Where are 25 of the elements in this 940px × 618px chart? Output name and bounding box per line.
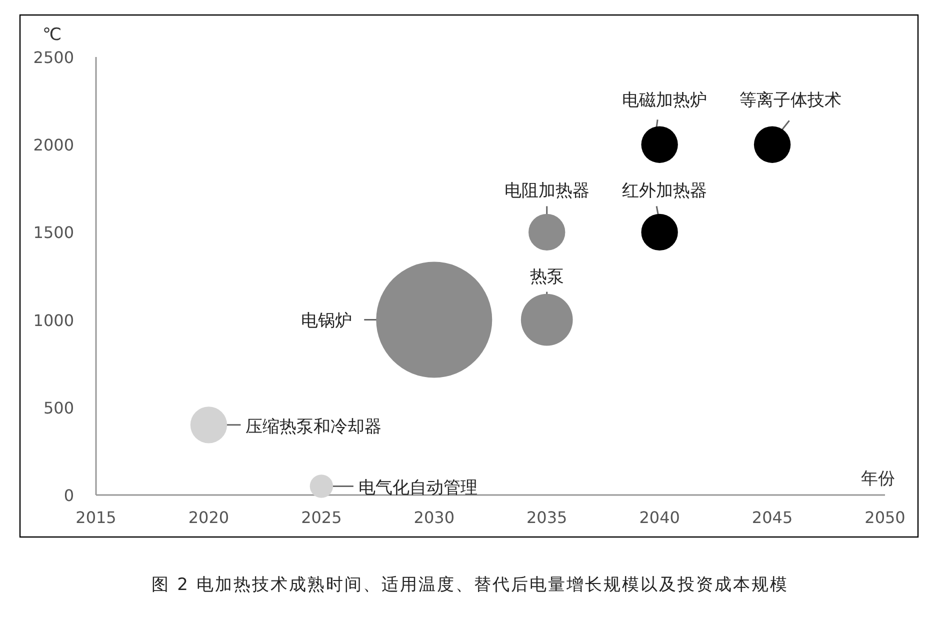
x-tick-label: 2020 [188,508,230,527]
x-tick-label: 2025 [301,508,342,527]
caption: 图 2 电加热技术成熟时间、适用温度、替代后电量增长规模以及投资成本规模 [152,575,788,595]
annotation: 电气化自动管理 [358,478,478,498]
x-tick-label: 2045 [752,508,793,527]
y-tick-label: 1500 [33,223,74,242]
annotation: 压缩热泵和冷却器 [246,416,382,437]
annotation: 热泵 [530,266,564,287]
x-axis-title: 年份 [861,469,895,489]
y-tick-label: 1000 [33,310,74,330]
x-tick-label: 2035 [526,508,568,527]
y-axis-title: ℃ [42,25,62,45]
annotation: 电磁加热炉 [622,90,708,111]
annotation: 电阻加热器 [504,181,590,202]
annotation: 电锅炉 [301,310,352,331]
x-tick-label: 2050 [864,508,906,527]
x-tick-label: 2040 [639,508,680,527]
annotation: 等离子体技术 [739,90,842,111]
y-tick-label: 0 [64,486,74,505]
annotation: 红外加热器 [622,181,708,202]
y-tick-label: 2500 [33,48,74,67]
x-tick-label: 2030 [414,508,454,527]
x-tick-label: 2015 [76,508,116,527]
y-tick-label: 2000 [33,136,74,155]
y-tick-label: 500 [43,398,74,418]
